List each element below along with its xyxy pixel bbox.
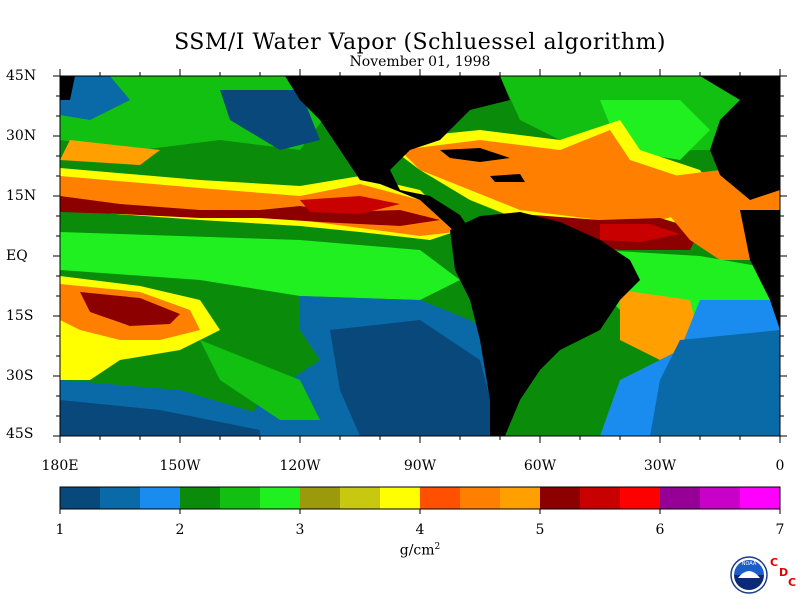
colorbar-label-2: 2: [175, 522, 185, 538]
colorbar-swatch: [580, 487, 621, 509]
colorbar-swatch: [180, 487, 221, 509]
lon-label-120w: 120W: [279, 458, 321, 474]
colorbar-label-1: 1: [55, 522, 65, 538]
colorbar-swatch: [60, 487, 101, 509]
field-dry-ne-pacific: [220, 90, 320, 150]
lon-label-30w: 30W: [643, 458, 677, 474]
field-south-itcz: [60, 232, 460, 300]
colorbar-swatch: [380, 487, 421, 509]
land-cuba: [440, 148, 510, 162]
field-southern-dry: [60, 400, 260, 436]
cdc-letter-d: D: [779, 566, 789, 579]
field-band-30n: [60, 140, 160, 165]
colorbar-swatch: [100, 487, 141, 509]
land-north-america: [285, 76, 510, 232]
colorbar-swatch: [620, 487, 661, 509]
map-date: November 01, 1998: [349, 54, 491, 70]
field-south-green-tongue: [200, 340, 320, 420]
field-itcz-red: [300, 196, 400, 214]
field-itcz-dark: [60, 196, 440, 226]
colorbar-swatch: [660, 487, 701, 509]
lon-label-180e: 180E: [41, 458, 79, 474]
noaa-logo-text: NOAA: [742, 561, 757, 567]
colorbar-label-4: 4: [415, 522, 425, 538]
lat-label-15s: 15S: [6, 308, 34, 324]
cdc-letter-c2: C: [788, 576, 797, 589]
colorbar-swatch: [420, 487, 461, 509]
field-south-atlantic-drier: [650, 330, 780, 436]
lon-label-0: 0: [775, 458, 785, 474]
land-hawaii-region: [60, 76, 75, 100]
colorbar-swatch: [300, 487, 341, 509]
field-spcz-dark: [80, 292, 180, 326]
colorbar-label-6: 6: [655, 522, 665, 538]
lon-label-60w: 60W: [523, 458, 557, 474]
colorbar-swatch: [700, 487, 741, 509]
colorbar-swatch: [140, 487, 181, 509]
land-hispaniola: [490, 174, 525, 182]
colorbar-swatch: [500, 487, 541, 509]
colorbar-swatch: [540, 487, 581, 509]
colorbar-swatch: [740, 487, 781, 509]
field-dry-nw: [60, 76, 130, 120]
lat-label-45s: 45S: [6, 426, 34, 442]
land-africa-south: [740, 210, 780, 330]
colorbar-label-5: 5: [535, 522, 545, 538]
colorbar-swatch: [340, 487, 381, 509]
field-atlantic-itcz-red: [600, 224, 680, 242]
colorbar-swatch: [220, 487, 261, 509]
colorbar-swatch: [260, 487, 301, 509]
colorbar-unit: g/cm2: [400, 542, 441, 559]
lat-label-30s: 30S: [6, 368, 34, 384]
cdc-letter-c1: C: [770, 556, 779, 569]
colorbar: [59, 486, 781, 514]
colorbar-label-7: 7: [775, 522, 785, 538]
noaa-logo-icon: NOAA: [730, 556, 768, 594]
field-se-pacific-driest: [330, 320, 500, 436]
land-africa-north: [700, 76, 780, 200]
lon-label-150w: 150W: [159, 458, 201, 474]
lat-label-eq: EQ: [6, 248, 28, 264]
colorbar-unit-exponent: 2: [434, 542, 441, 552]
colorbar-unit-text: g/cm: [399, 542, 435, 559]
map-field: [60, 76, 780, 436]
land-south-america: [450, 212, 640, 436]
lat-label-15n: 15N: [6, 188, 37, 204]
lat-label-45n: 45N: [6, 68, 37, 84]
colorbar-swatch: [460, 487, 501, 509]
lon-label-90w: 90W: [403, 458, 437, 474]
lat-label-30n: 30N: [6, 128, 37, 144]
map-ticks: [53, 69, 787, 443]
map-title: SSM/I Water Vapor (Schluessel algorithm): [174, 30, 666, 55]
colorbar-label-3: 3: [295, 522, 305, 538]
